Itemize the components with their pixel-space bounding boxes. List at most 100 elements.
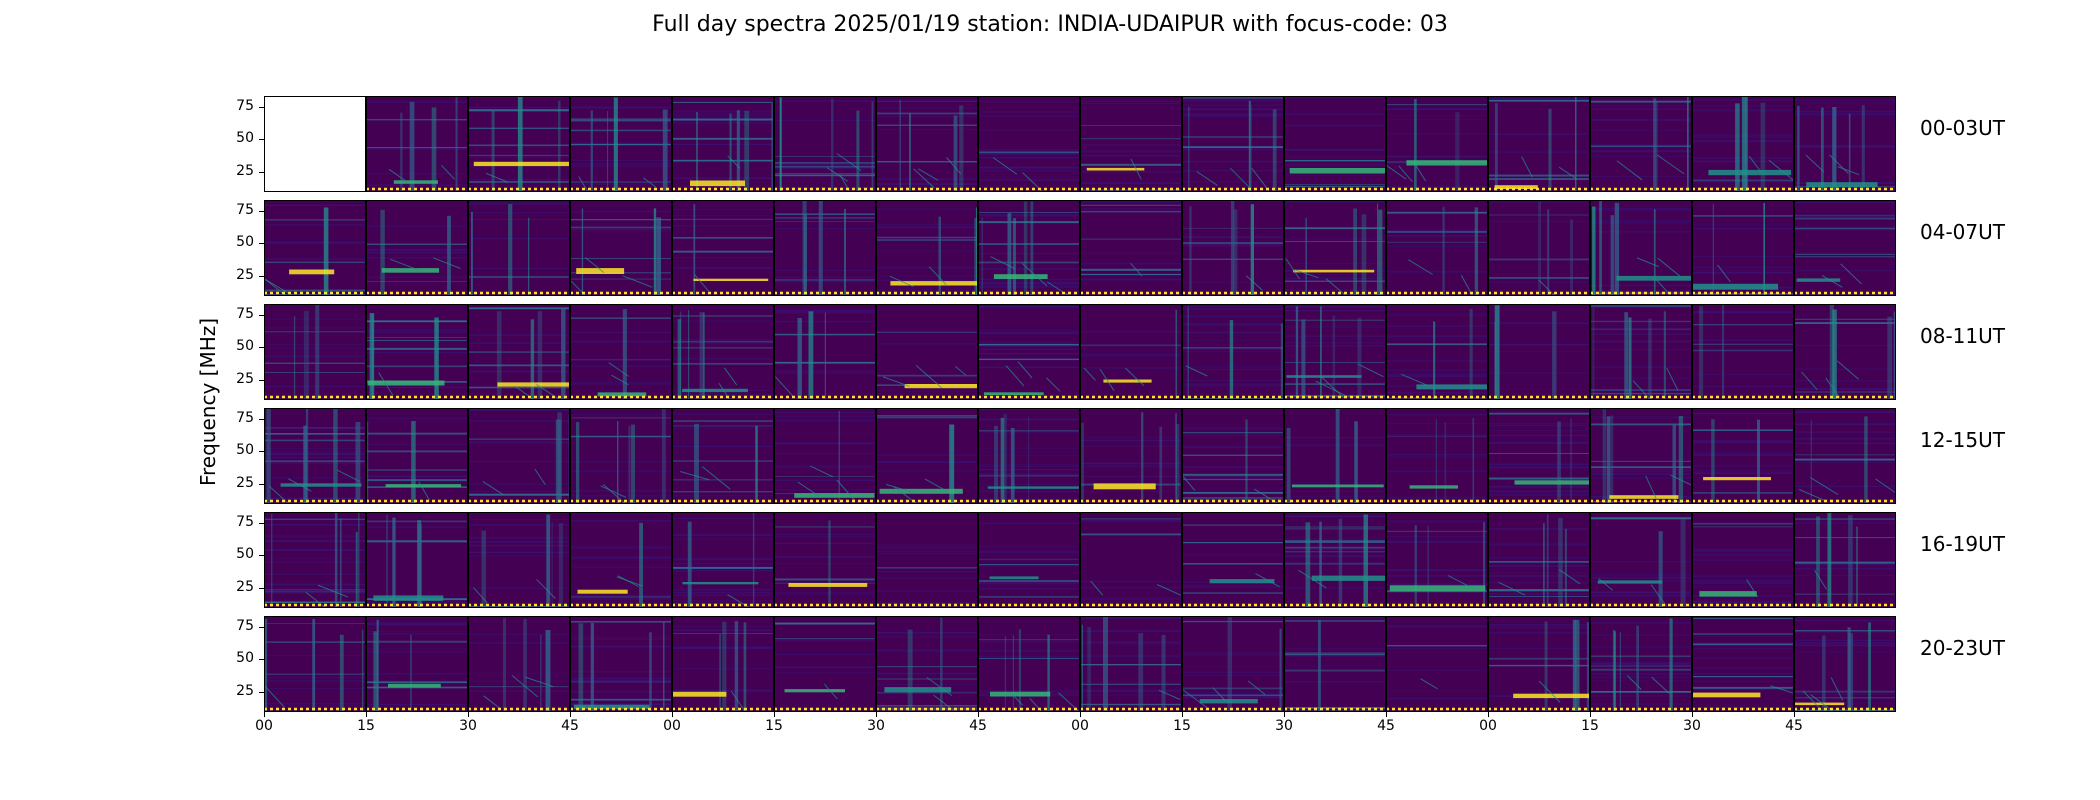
rfi-stripe bbox=[774, 578, 876, 581]
rfi-stripe bbox=[264, 601, 366, 603]
panel-border bbox=[876, 512, 978, 608]
rfi-stripe bbox=[1284, 148, 1386, 151]
rfi-stripe bbox=[1284, 538, 1386, 540]
x-tick-mark bbox=[1488, 712, 1489, 717]
rfi-stripe bbox=[876, 454, 978, 456]
sweep-line bbox=[924, 478, 944, 490]
vertical-burst bbox=[1544, 621, 1548, 712]
vertical-burst bbox=[1678, 416, 1684, 504]
panel-border bbox=[1488, 512, 1590, 608]
rfi-stripe bbox=[1692, 266, 1794, 269]
rfi-stripe bbox=[468, 634, 570, 635]
rfi-stripe bbox=[978, 490, 1080, 493]
panel-border bbox=[264, 512, 366, 608]
rfi-stripe bbox=[570, 340, 672, 343]
rfi-stripe bbox=[1794, 567, 1896, 570]
rfi-stripe bbox=[1794, 593, 1896, 595]
rfi-stripe bbox=[1794, 217, 1896, 220]
y-tick-label: 50 bbox=[236, 338, 254, 355]
rfi-stripe bbox=[1794, 227, 1896, 230]
signal-band bbox=[989, 576, 1039, 580]
vertical-burst bbox=[1248, 100, 1251, 192]
rfi-stripe bbox=[264, 549, 366, 551]
rfi-stripe bbox=[366, 173, 468, 175]
spectrum-panel bbox=[1590, 616, 1692, 712]
vertical-burst bbox=[1498, 305, 1500, 400]
panel-background bbox=[1590, 512, 1692, 608]
spectrum-panel bbox=[672, 200, 774, 296]
rfi-stripe bbox=[672, 237, 774, 239]
panel-border bbox=[1182, 304, 1284, 400]
panel-background bbox=[1080, 96, 1182, 192]
rfi-stripe bbox=[1692, 706, 1794, 709]
vertical-burst bbox=[1552, 311, 1557, 400]
rfi-stripe bbox=[1488, 477, 1590, 479]
vertical-burst bbox=[471, 211, 473, 296]
panel-border bbox=[468, 408, 570, 504]
rfi-stripe bbox=[570, 495, 672, 497]
sweep-line bbox=[727, 155, 741, 169]
x-tick-mark bbox=[1692, 712, 1693, 717]
sweep-line bbox=[917, 168, 939, 181]
rfi-stripe bbox=[264, 343, 366, 346]
rfi-stripe bbox=[672, 218, 774, 220]
rfi-stripe bbox=[672, 341, 774, 343]
panel-border bbox=[774, 304, 876, 400]
rfi-stripe bbox=[264, 535, 366, 537]
rfi-stripe bbox=[1284, 541, 1386, 543]
rfi-stripe bbox=[774, 100, 876, 102]
spectrum-panel bbox=[1488, 200, 1590, 296]
rfi-stripe bbox=[468, 551, 570, 554]
sweep-line bbox=[1130, 262, 1143, 277]
rfi-stripe bbox=[1284, 164, 1386, 166]
panel-border bbox=[468, 304, 570, 400]
rfi-stripe bbox=[672, 567, 774, 569]
rfi-stripe bbox=[1692, 492, 1794, 494]
rfi-stripe bbox=[1692, 526, 1794, 528]
rfi-stripe bbox=[876, 112, 978, 115]
sweep-line bbox=[1825, 377, 1843, 400]
sweep-line bbox=[1401, 373, 1429, 387]
rfi-stripe bbox=[876, 178, 978, 180]
rfi-stripe bbox=[774, 294, 876, 296]
rfi-stripe bbox=[1080, 138, 1182, 139]
spectrum-panel bbox=[468, 200, 570, 296]
row-time-label: 04-07UT bbox=[1920, 220, 2005, 244]
rfi-stripe bbox=[1284, 306, 1386, 308]
rfi-stripe bbox=[876, 226, 978, 229]
rfi-stripe bbox=[1182, 696, 1284, 699]
sweep-line bbox=[1840, 263, 1862, 285]
panel-border bbox=[1284, 200, 1386, 296]
rfi-stripe bbox=[468, 690, 570, 692]
rfi-stripe bbox=[672, 589, 774, 591]
vertical-burst bbox=[938, 216, 941, 296]
rfi-stripe bbox=[570, 548, 672, 550]
panel-background bbox=[1080, 408, 1182, 504]
rfi-stripe bbox=[672, 445, 774, 447]
rfi-stripe bbox=[264, 460, 366, 462]
rfi-stripe bbox=[264, 451, 366, 453]
sweep-line bbox=[1829, 154, 1849, 175]
vertical-burst bbox=[1848, 633, 1854, 712]
sweep-line bbox=[584, 257, 605, 273]
rfi-stripe bbox=[876, 250, 978, 252]
vertical-burst bbox=[1619, 632, 1621, 712]
rfi-stripe bbox=[1386, 454, 1488, 456]
rfi-stripe bbox=[468, 202, 570, 205]
spectrum-panel bbox=[1692, 512, 1794, 608]
panel-background bbox=[1386, 616, 1488, 712]
vertical-burst bbox=[1592, 206, 1596, 296]
spectrum-panel bbox=[1182, 616, 1284, 712]
spectrum-panel bbox=[1692, 616, 1799, 712]
rfi-stripe bbox=[1692, 657, 1794, 659]
rfi-stripe bbox=[1182, 148, 1284, 149]
rfi-stripe bbox=[570, 228, 672, 231]
x-tick-mark bbox=[570, 712, 571, 717]
spectrum-panel bbox=[1284, 616, 1386, 712]
rfi-stripe bbox=[366, 526, 468, 529]
vertical-burst bbox=[561, 309, 566, 400]
spectra-row bbox=[264, 512, 1896, 608]
spectrum-panel bbox=[1284, 200, 1386, 296]
rfi-stripe bbox=[1080, 171, 1182, 173]
spectrum-panel bbox=[876, 304, 996, 400]
